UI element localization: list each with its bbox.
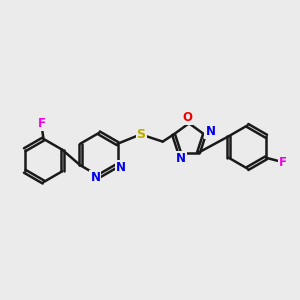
- Text: F: F: [279, 156, 287, 169]
- Text: F: F: [38, 117, 46, 130]
- Text: N: N: [176, 152, 186, 165]
- Text: N: N: [90, 171, 100, 184]
- Text: N: N: [116, 160, 126, 174]
- Text: O: O: [182, 111, 193, 124]
- Text: S: S: [136, 128, 146, 141]
- Text: N: N: [206, 125, 215, 138]
